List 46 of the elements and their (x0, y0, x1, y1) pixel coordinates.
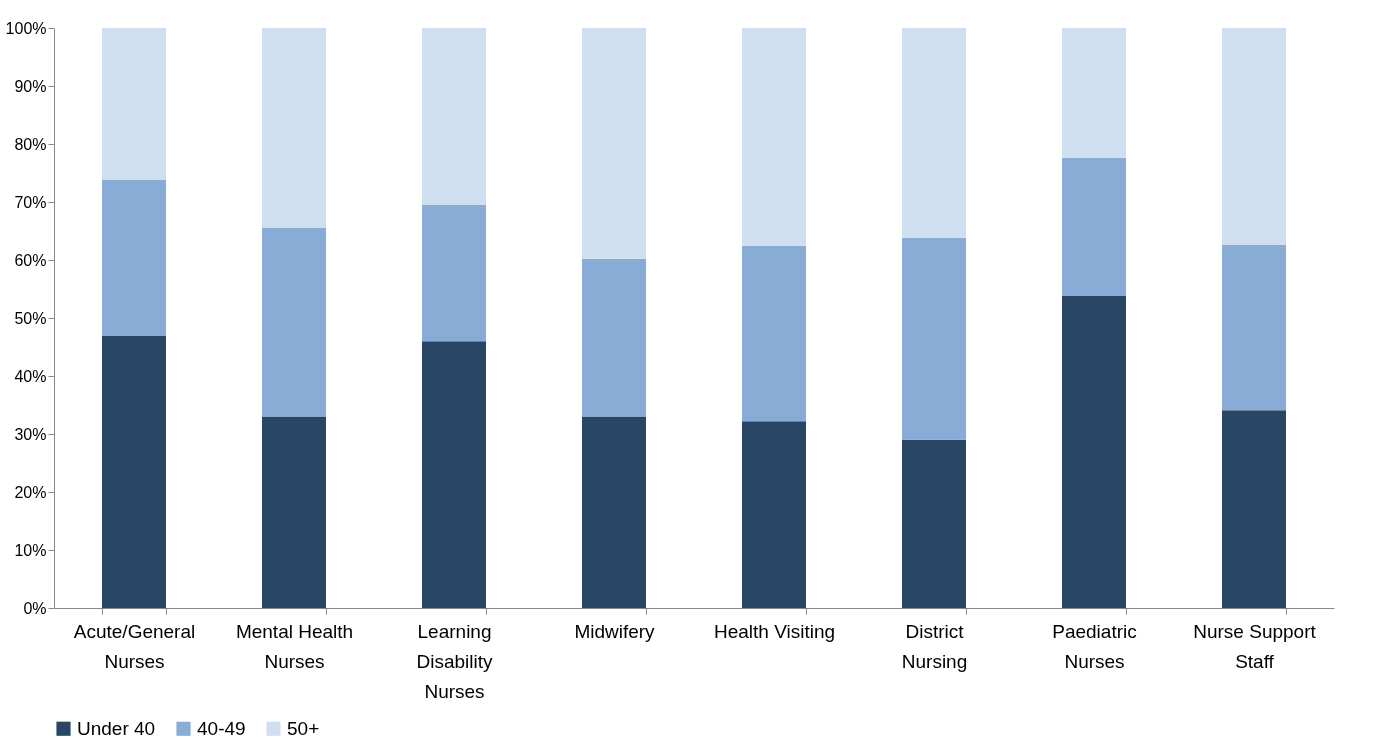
y-tick-label: 20% (14, 483, 47, 501)
y-tick-label: 40% (14, 367, 47, 385)
bar (1222, 28, 1286, 245)
bar (582, 258, 646, 417)
y-tick-label: 60% (14, 251, 47, 269)
x-tick-label: District Nursing (901, 620, 968, 672)
bar (742, 28, 806, 247)
y-tick-label: 100% (5, 19, 47, 37)
y-tick-label: 70% (14, 193, 47, 211)
bar (262, 28, 326, 229)
legend-label: 40-49 (197, 717, 246, 739)
y-tick-label: 90% (14, 77, 47, 95)
bar (1062, 157, 1126, 296)
bar (1062, 295, 1126, 608)
bar (902, 237, 966, 440)
bar (582, 28, 646, 259)
x-tick-label: Mental Health Nurses (235, 620, 354, 672)
y-tick-label: 80% (14, 135, 47, 153)
bar (102, 28, 166, 180)
bar (1222, 244, 1286, 411)
bar (742, 421, 806, 608)
bar (902, 439, 966, 608)
x-tick-label: Learning Disability Nurses (416, 620, 493, 702)
x-tick-label: Nurse Support Staff (1193, 620, 1317, 672)
bar (1222, 410, 1286, 608)
bar (262, 228, 326, 417)
y-tick-label: 0% (23, 599, 47, 617)
x-tick-label: Health Visiting (713, 620, 836, 642)
bar (262, 416, 326, 608)
bar (422, 28, 486, 205)
y-tick-label: 10% (14, 541, 47, 559)
legend-label: Under 40 (77, 717, 156, 739)
y-tick-label: 30% (14, 425, 47, 443)
bar (102, 335, 166, 608)
bar (582, 416, 646, 608)
bar (902, 28, 966, 238)
x-tick-label: Midwifery (574, 620, 656, 642)
bar (102, 179, 166, 336)
bar (742, 246, 806, 422)
y-tick-label: 50% (14, 309, 47, 327)
legend-label: 50+ (287, 717, 320, 739)
bar (422, 204, 486, 342)
x-tick-label: Acute/General Nurses (73, 620, 196, 672)
bar (422, 341, 486, 608)
x-tick-label: Paediatric Nurses (1052, 620, 1137, 672)
bar (1062, 28, 1126, 158)
